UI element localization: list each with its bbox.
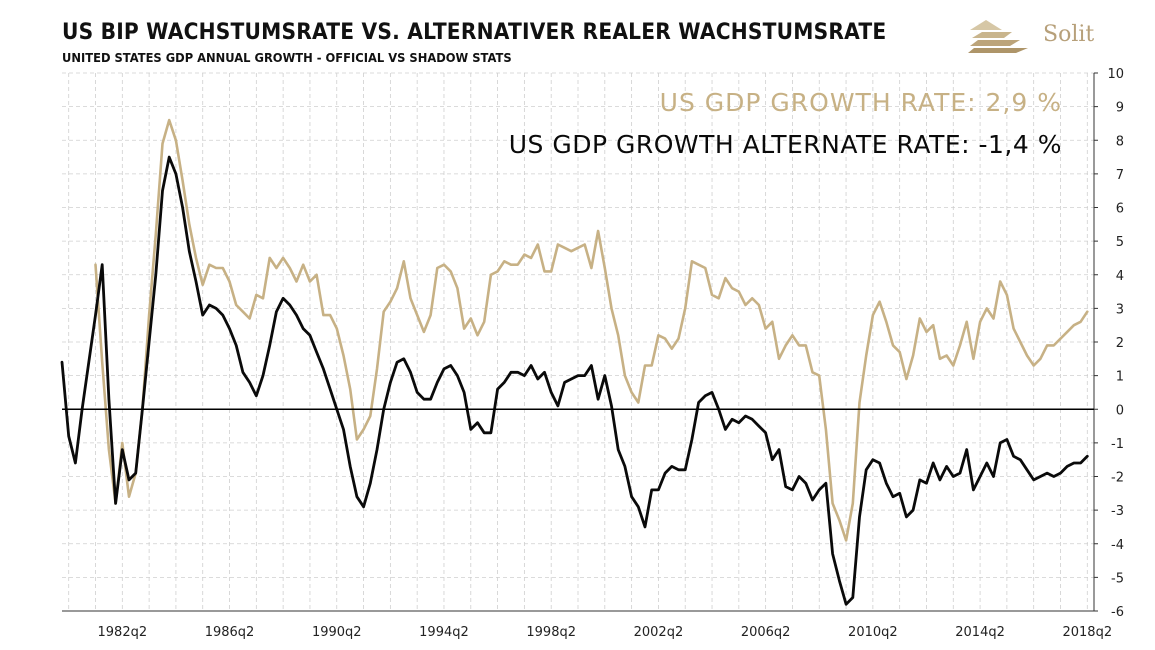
y-tick-label: 7 [1116, 168, 1124, 183]
x-tick-label: 2018q2 [1062, 625, 1112, 640]
annotation-official-rate: US GDP GROWTH RATE: 2,9 % [660, 88, 1062, 117]
brand-name: Solit [1043, 22, 1095, 47]
x-tick-label: 1998q2 [526, 625, 576, 640]
y-tick-label: 8 [1116, 134, 1124, 149]
y-tick-label: 5 [1116, 235, 1124, 250]
y-tick-label: 10 [1107, 67, 1124, 82]
series-line-alternate [60, 155, 1089, 606]
x-tick-label: 1986q2 [205, 625, 255, 640]
x-tick-label: 1994q2 [419, 625, 469, 640]
x-tick-label: 1990q2 [312, 625, 362, 640]
y-tick-label: -4 [1111, 538, 1124, 553]
y-tick-label: -2 [1111, 471, 1124, 486]
x-tick-label: 2014q2 [955, 625, 1005, 640]
solit-logo-icon [968, 20, 1028, 53]
chart-subtitle: UNITED STATES GDP ANNUAL GROWTH - OFFICI… [62, 50, 512, 65]
y-tick-label: 0 [1116, 403, 1124, 418]
annotation-alternate-rate: US GDP GROWTH ALTERNATE RATE: -1,4 % [509, 130, 1062, 159]
series-line-official [94, 118, 1089, 542]
y-tick-label: -1 [1111, 437, 1124, 452]
y-tick-label: 6 [1116, 202, 1124, 217]
x-tick-label: 2002q2 [634, 625, 684, 640]
y-tick-label: -5 [1111, 571, 1124, 586]
series-layer [60, 118, 1089, 606]
y-tick-label: 4 [1116, 269, 1124, 284]
x-tick-label: 2010q2 [848, 625, 898, 640]
y-tick-label: -3 [1111, 504, 1124, 519]
y-tick-label: 2 [1116, 336, 1124, 351]
x-tick-label: 2006q2 [741, 625, 791, 640]
x-tick-label: 1982q2 [98, 625, 148, 640]
y-tick-label: -6 [1111, 605, 1124, 620]
y-tick-label: 9 [1116, 101, 1124, 116]
y-tick-label: 3 [1116, 302, 1124, 317]
chart-title: US BIP WACHSTUMSRATE VS. ALTERNATIVER RE… [62, 20, 887, 45]
y-tick-label: 1 [1116, 370, 1124, 385]
